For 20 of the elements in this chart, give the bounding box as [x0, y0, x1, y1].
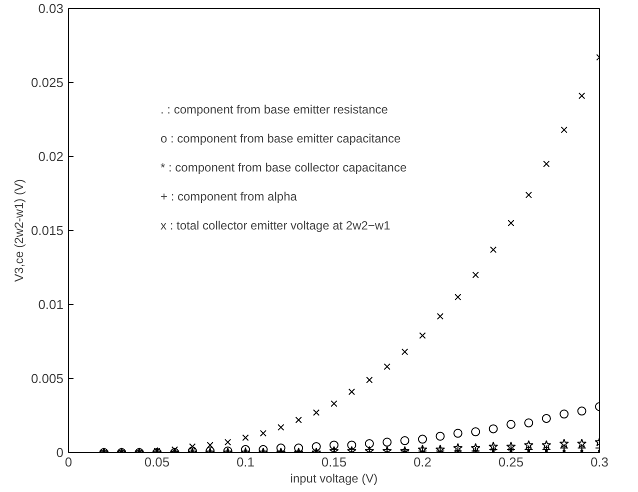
annotation: . : component from base emitter resistance: [160, 102, 388, 116]
y-tick-label: 0.01: [38, 297, 64, 312]
x-axis-title: input voltage (V): [290, 472, 378, 486]
y-tick-label: 0.015: [30, 223, 64, 238]
y-tick-label: 0.02: [38, 149, 64, 164]
y-axis-title: V3,ce (2w2-w1) (V): [12, 179, 26, 282]
y-tick-label: 0.025: [30, 75, 64, 90]
y-tick-label: 0: [56, 445, 64, 460]
annotation: + : component from alpha: [160, 190, 298, 204]
x-tick-label: 0.05: [144, 454, 170, 470]
annotation: * : component from base collector capacitance: [160, 160, 407, 174]
x-tick-label: 0.2: [413, 454, 432, 470]
annotation: o : component from base emitter capacitance: [160, 132, 401, 146]
y-tick-label: 0.005: [30, 371, 64, 386]
annotation: x : total collector emitter voltage at 2w2−w1: [160, 218, 391, 232]
x-tick-label: 0.15: [321, 454, 347, 470]
y-tick-label: 0.03: [38, 1, 64, 16]
x-tick-label: 0.3: [590, 454, 609, 470]
x-tick-label: 0.1: [236, 454, 255, 470]
x-tick-label: 0.25: [498, 454, 524, 470]
